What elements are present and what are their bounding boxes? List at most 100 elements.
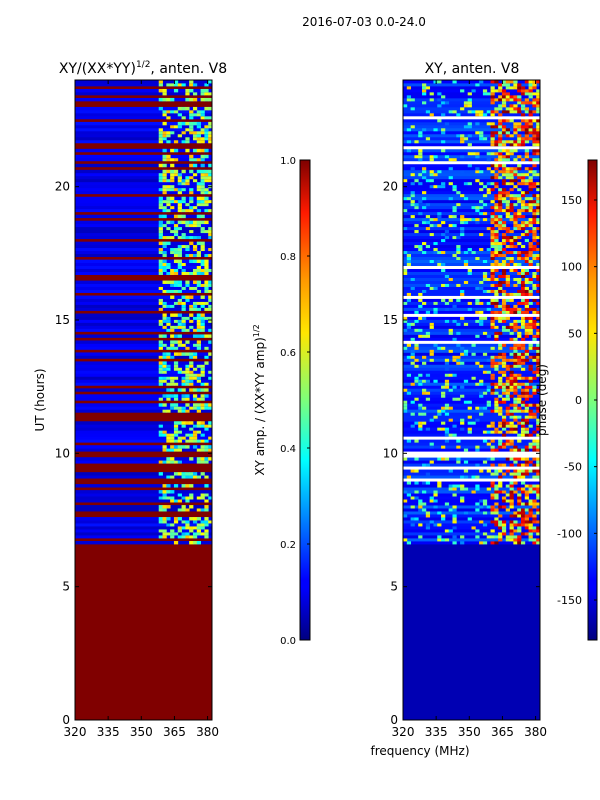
heatmap-cell [208, 253, 213, 258]
heatmap-cell [192, 343, 198, 347]
heatmap-cell [170, 388, 175, 392]
heatmap-cell [448, 175, 453, 180]
heatmap-cell [177, 121, 182, 126]
heatmap-cell [170, 157, 175, 162]
heatmap-cell [162, 157, 167, 162]
heatmap-cell [177, 199, 182, 204]
heatmap-cell [181, 325, 186, 329]
heatmap-cell [173, 148, 179, 153]
heatmap-cell [181, 319, 186, 323]
heatmap-cell [509, 208, 514, 213]
colorbar-tick-label: 0.8 [280, 252, 296, 263]
heatmap-cell [181, 397, 186, 401]
heatmap-cell [513, 109, 518, 114]
heatmap-cell [520, 391, 526, 395]
heatmap-cell [189, 88, 194, 93]
heatmap-cell [162, 301, 167, 305]
heatmap-cell [463, 220, 469, 225]
heatmap-cell [448, 181, 453, 186]
heatmap-cell [536, 196, 541, 201]
heatmap-cell [208, 169, 213, 174]
heatmap-cell [444, 430, 450, 434]
heatmap-cell [490, 253, 495, 258]
heatmap-cell [509, 376, 514, 380]
heatmap-cell [513, 361, 518, 365]
heatmap-cell [196, 220, 201, 225]
heatmap-cell [490, 325, 495, 329]
heatmap-cell [513, 364, 518, 368]
heatmap-cell [170, 535, 175, 539]
heatmap-cell [166, 322, 171, 326]
heatmap-cell [501, 373, 507, 377]
heatmap-cell [166, 280, 171, 284]
heatmap-cell [444, 358, 450, 362]
heatmap-cell [189, 307, 194, 311]
heatmap-cell [463, 322, 469, 326]
heatmap-cell [192, 112, 198, 117]
heatmap-cell [162, 316, 167, 320]
heatmap-cell [524, 358, 529, 362]
heatmap-cell [513, 124, 518, 129]
heatmap-cell [528, 157, 533, 162]
heatmap-cell [524, 229, 529, 234]
heatmap-cell [170, 532, 175, 536]
heatmap-cell [509, 238, 514, 243]
heatmap-cell [189, 187, 194, 192]
heatmap-cell [200, 472, 205, 476]
heatmap-cell [166, 433, 171, 437]
heatmap-cell [189, 472, 194, 476]
heatmap-cell [460, 475, 465, 479]
heatmap-cell [528, 535, 533, 539]
heatmap-cell [170, 124, 175, 129]
heatmap-cell [494, 208, 499, 213]
heatmap-cell [505, 262, 510, 266]
heatmap-cell [524, 385, 529, 389]
heatmap-cell [513, 424, 518, 428]
xtick-label: 320 [392, 725, 415, 739]
heatmap-cell [524, 406, 529, 410]
heatmap-cell [532, 133, 537, 138]
heatmap-cell [490, 139, 495, 144]
heatmap-cell [517, 475, 522, 479]
heatmap-cell [528, 328, 533, 332]
heatmap-cell [200, 175, 205, 180]
heatmap-cell [513, 292, 518, 296]
ytick-label: 5 [390, 580, 398, 594]
heatmap-cell [536, 406, 541, 410]
heatmap-cell [403, 409, 408, 413]
heatmap-cell [513, 427, 518, 431]
heatmap-cell [189, 376, 194, 380]
heatmap-cell [162, 445, 167, 449]
heatmap-cell [482, 499, 488, 503]
heatmap-cell [429, 157, 434, 162]
heatmap-cell [166, 316, 171, 320]
heatmap-cell [444, 412, 450, 416]
heatmap-cell [498, 262, 503, 266]
heatmap-cell [204, 289, 209, 293]
heatmap-cell [528, 187, 533, 192]
heatmap-cell [524, 517, 529, 521]
heatmap-cell [422, 217, 427, 222]
heatmap-cell [166, 490, 171, 494]
heatmap-cell [517, 277, 522, 281]
heatmap-cell [524, 394, 529, 398]
heatmap-cell [200, 196, 205, 201]
heatmap-cell [498, 286, 503, 290]
heatmap-cell [498, 331, 503, 335]
heatmap-cell [509, 463, 514, 467]
heatmap-cell [517, 355, 522, 359]
heatmap-cell [520, 244, 526, 249]
heatmap-cell [162, 172, 167, 177]
heatmap-cell [208, 298, 213, 302]
heatmap-cell [520, 541, 526, 545]
heatmap-cell [536, 316, 541, 320]
heatmap-cell [520, 199, 526, 204]
heatmap-cell [162, 517, 167, 521]
heatmap-cell [196, 223, 201, 228]
heatmap-cell [406, 262, 412, 266]
heatmap-cell [536, 424, 541, 428]
heatmap-cell [189, 205, 194, 210]
heatmap-row [75, 307, 212, 311]
heatmap-cell [173, 532, 179, 536]
heatmap-cell [528, 502, 533, 506]
